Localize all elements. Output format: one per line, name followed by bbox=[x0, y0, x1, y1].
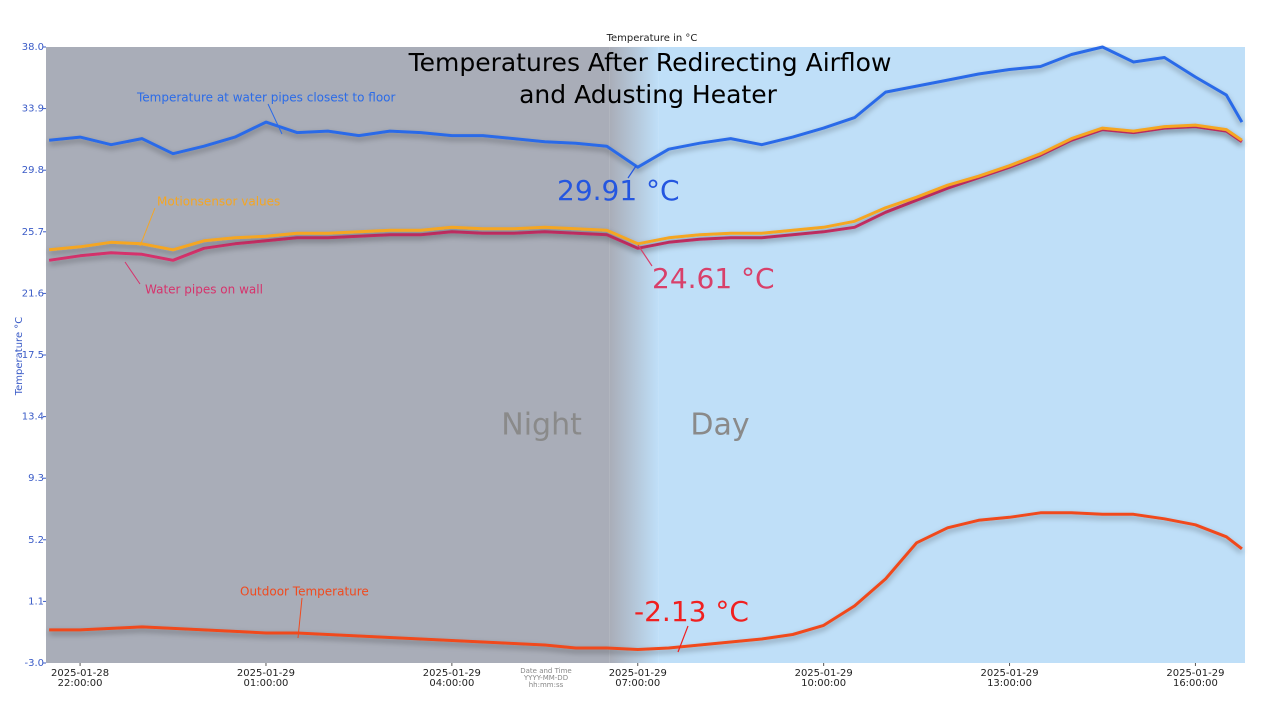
x-tick-label: 16:00:00 bbox=[1173, 678, 1218, 689]
y-tick-label: 13.4 bbox=[22, 412, 44, 423]
plot-area bbox=[48, 45, 1244, 651]
x-tick-label: 2025-01-29 bbox=[1166, 668, 1224, 679]
y-tick-label: 1.1 bbox=[28, 596, 44, 607]
annotation: 29.91 °C bbox=[557, 174, 680, 207]
annotation-leader bbox=[677, 625, 689, 653]
series-label: Water pipes on wall bbox=[145, 283, 263, 297]
region-transition bbox=[609, 47, 659, 663]
label-leader bbox=[124, 261, 141, 285]
chart-title: and Adusting Heater bbox=[519, 80, 777, 109]
series-line bbox=[49, 511, 1243, 651]
y-tick-label: -3.0 bbox=[24, 658, 44, 669]
y-tick-label: 17.5 bbox=[22, 350, 44, 361]
annotation: -2.13 °C bbox=[634, 595, 749, 628]
label-leader bbox=[139, 207, 156, 247]
background-regions: Night Day bbox=[46, 47, 1245, 663]
x-tick-label: 2025-01-29 bbox=[980, 668, 1038, 679]
series-line bbox=[48, 45, 1244, 169]
annotation-leader bbox=[637, 244, 653, 267]
x-tick-label: 2025-01-29 bbox=[423, 668, 481, 679]
label-leader bbox=[297, 597, 303, 639]
x-tick-label: 10:00:00 bbox=[801, 678, 846, 689]
x-tick-label: 2025-01-29 bbox=[609, 668, 667, 679]
x-tick-label: 01:00:00 bbox=[244, 678, 289, 689]
series-label: Temperature at water pipes closest to fl… bbox=[136, 91, 396, 105]
x-axis-label: Date and Time bbox=[520, 667, 571, 675]
x-axis-label: YYYY-MM-DD bbox=[523, 674, 568, 682]
y-tick-label: 5.2 bbox=[28, 535, 44, 546]
series-label: Motionsensor values bbox=[157, 195, 280, 209]
series-line bbox=[48, 123, 1243, 252]
x-tick-label: 2025-01-29 bbox=[795, 668, 853, 679]
y-tick-label: 21.6 bbox=[22, 288, 44, 299]
y-tick-label: 33.9 bbox=[22, 104, 44, 115]
y-tick-label: 38.0 bbox=[22, 42, 44, 53]
y-tick-label: 29.8 bbox=[22, 165, 44, 176]
label-leader bbox=[267, 103, 283, 135]
annotation: 24.61 °C bbox=[652, 262, 775, 295]
x-tick-label: 13:00:00 bbox=[987, 678, 1032, 689]
x-tick-label: 2025-01-28 bbox=[51, 668, 109, 679]
x-axis-label: hh:mm:ss bbox=[529, 681, 564, 689]
region-label: Night bbox=[501, 408, 582, 443]
x-tick-label: 22:00:00 bbox=[58, 678, 103, 689]
x-tick-label: 04:00:00 bbox=[429, 678, 474, 689]
y-axis-label: Temperature °C bbox=[14, 317, 25, 397]
y-tick-label: 9.3 bbox=[28, 473, 44, 484]
series-label: Outdoor Temperature bbox=[240, 585, 369, 599]
x-tick-label: 2025-01-29 bbox=[237, 668, 295, 679]
y-tick-label: 25.7 bbox=[22, 227, 44, 238]
annotation-leader bbox=[627, 165, 637, 179]
region bbox=[658, 47, 1245, 663]
x-tick-label: 07:00:00 bbox=[615, 678, 660, 689]
chart-subtitle: Temperature in °C bbox=[606, 33, 698, 44]
chart-title: Temperatures After Redirecting Airflow bbox=[408, 48, 892, 77]
region bbox=[46, 47, 610, 663]
region-label: Day bbox=[690, 408, 749, 443]
